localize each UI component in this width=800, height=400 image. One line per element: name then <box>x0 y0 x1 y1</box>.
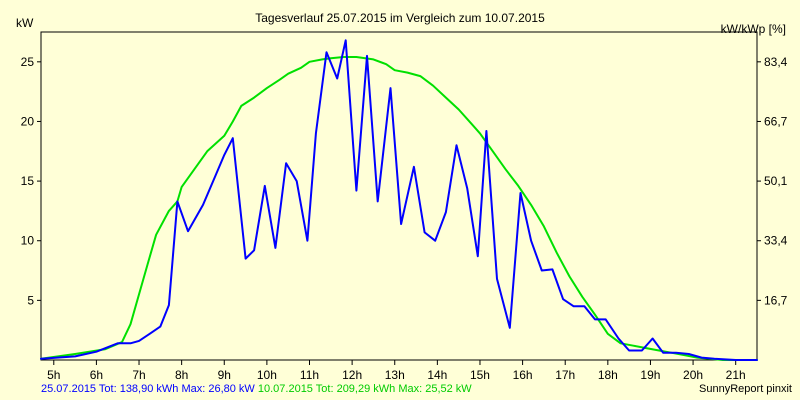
brand-label: SunnyReport pinxit <box>699 383 792 395</box>
plot-frame <box>40 31 758 361</box>
x-tick-label: 17h <box>555 368 575 382</box>
x-tick-label: 14h <box>427 368 447 382</box>
chart-title: Tagesverlauf 25.07.2015 im Vergleich zum… <box>255 11 545 25</box>
x-tick-label: 18h <box>598 368 618 382</box>
y-tick-label-right: 50,1 <box>764 174 788 188</box>
x-tick-label: 12h <box>342 368 362 382</box>
chart-footer: 25.07.2015 Tot: 138,90 kWh Max: 26,80 kW… <box>41 383 472 396</box>
x-tick-label: 6h <box>90 368 103 382</box>
x-tick-label: 8h <box>175 368 188 382</box>
y-tick-label-right: 83,4 <box>764 55 788 69</box>
x-tick-label: 9h <box>218 368 231 382</box>
y-tick-label-left: 25 <box>21 55 35 69</box>
y-tick-label-left: 20 <box>21 114 35 128</box>
x-tick-label: 13h <box>385 368 405 382</box>
x-tick-label: 20h <box>683 368 703 382</box>
x-tick-label: 21h <box>726 368 746 382</box>
y-tick-label-right: 66,7 <box>764 114 788 128</box>
x-tick-label: 11h <box>300 368 319 382</box>
x-tick-label: 16h <box>513 368 533 382</box>
y-tick-label-left: 5 <box>27 293 34 307</box>
x-tick-label: 5h <box>47 368 60 382</box>
y-axis-label-left: kW <box>16 16 34 30</box>
y-tick-label-right: 16,7 <box>764 293 788 307</box>
x-tick-label: 19h <box>640 368 660 382</box>
series1-summary: 25.07.2015 Tot: 138,90 kWh Max: 26,80 kW <box>41 383 255 395</box>
x-tick-label: 7h <box>132 368 145 382</box>
x-tick-label: 10h <box>257 368 277 382</box>
series-line-2 <box>40 56 758 361</box>
y-tick-label-right: 33,4 <box>764 234 788 248</box>
series2-summary: 10.07.2015 Tot: 209,29 kWh Max: 25,52 kW <box>257 383 472 395</box>
series-line-1 <box>40 39 758 361</box>
y-tick-label-left: 15 <box>21 174 35 188</box>
x-tick-label: 15h <box>470 368 490 382</box>
y-tick-label-left: 10 <box>21 234 35 248</box>
